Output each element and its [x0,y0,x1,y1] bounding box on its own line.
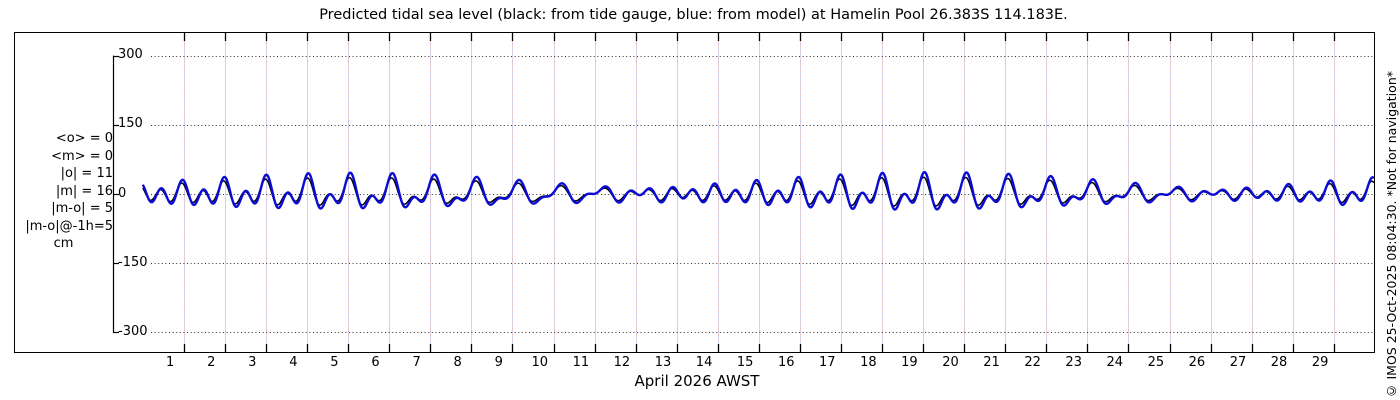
x-day-label: 2 [207,355,216,370]
x-day-label: 24 [1106,355,1124,370]
x-day-label: 4 [289,355,298,370]
x-day-label: 7 [412,355,421,370]
imos-watermark: © IMOS 25-Oct-2025 08:04:30. *Not for na… [1384,70,1399,398]
x-day-label: 27 [1229,355,1247,370]
x-day-label: 10 [531,355,549,370]
y-tick-label: 150 [118,116,143,132]
x-day-label: 28 [1270,355,1288,370]
x-day-label: 29 [1311,355,1329,370]
x-day-label: 14 [695,355,713,370]
x-day-label: 11 [572,355,590,370]
x-day-label: 17 [819,355,836,370]
x-day-label: 21 [983,355,1000,370]
x-day-label: 18 [860,355,877,370]
x-day-label: 5 [330,355,339,370]
x-day-label: 20 [942,355,959,370]
x-day-label: 6 [371,355,380,370]
x-axis-title: April 2026 AWST [634,372,760,390]
chart-title: Predicted tidal sea level (black: from t… [319,7,1068,23]
x-day-label: 12 [613,355,631,370]
plot-area [14,32,1375,353]
x-day-label: 22 [1024,355,1041,370]
x-day-label: 25 [1147,355,1165,370]
y-tick-label: 300 [118,47,143,63]
x-day-label: 9 [494,355,503,370]
x-day-label: 8 [453,355,462,370]
y-tick-label: -150 [118,254,148,270]
x-day-label: 13 [654,355,672,370]
x-day-label: 16 [777,355,795,370]
y-tick-label: 0 [118,185,127,201]
tide-curve-canvas [15,33,1374,352]
x-day-label: 15 [736,355,754,370]
x-day-label: 26 [1188,355,1206,370]
y-tick-label: -300 [118,323,148,339]
x-day-label: 23 [1065,355,1082,370]
x-day-label: 19 [901,355,918,370]
x-day-label: 1 [166,355,175,370]
x-day-label: 3 [248,355,257,370]
